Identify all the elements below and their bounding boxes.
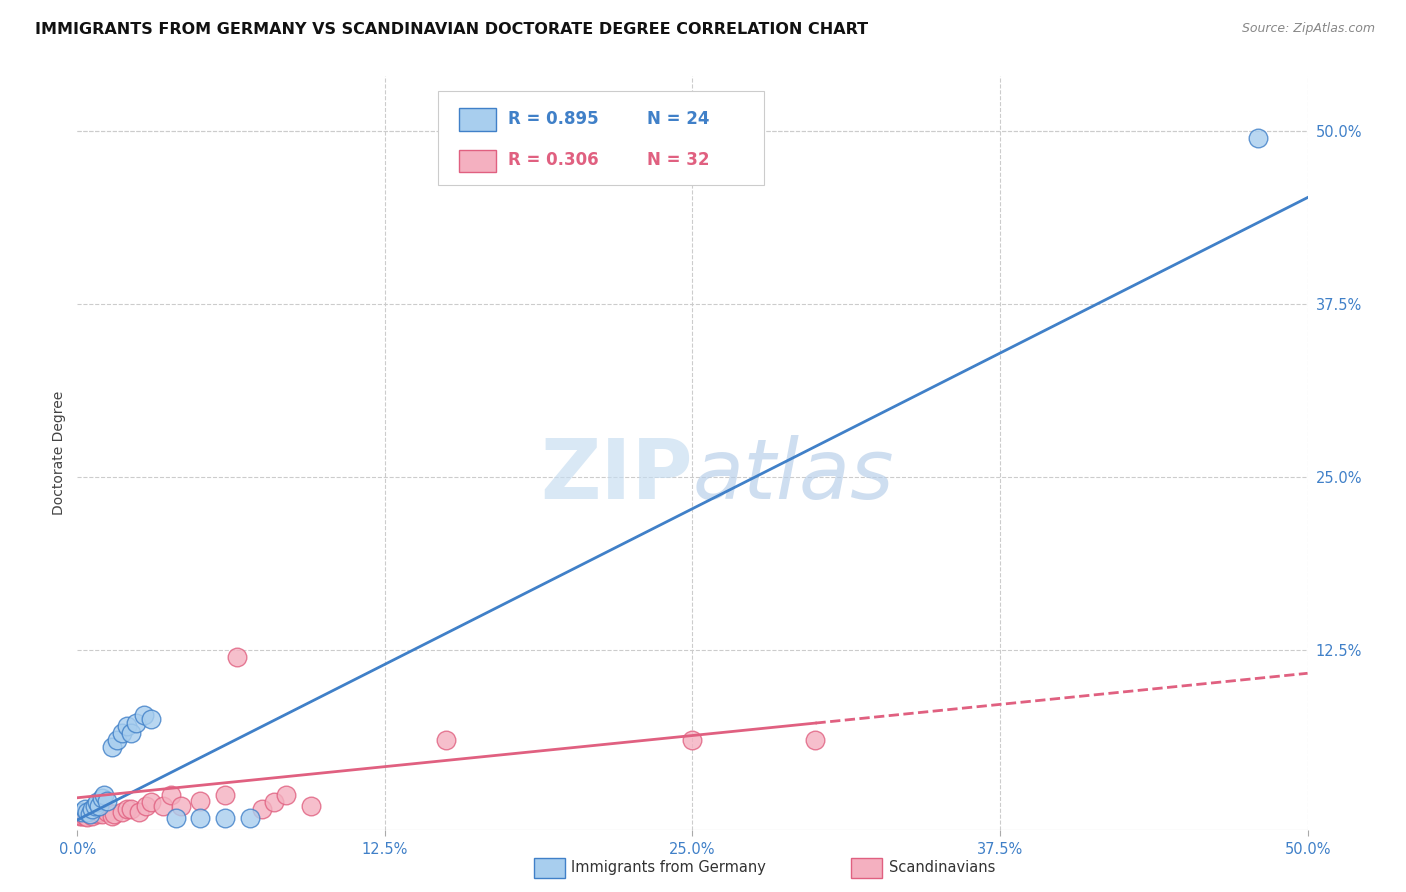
Point: [83, 805, 105, 819]
Point: [125, 716, 148, 731]
Text: IMMIGRANTS FROM GERMANY VS SCANDINAVIAN DOCTORATE DEGREE CORRELATION CHART: IMMIGRANTS FROM GERMANY VS SCANDINAVIAN …: [35, 22, 869, 37]
Point: [82, 802, 104, 816]
Point: [70, 808, 93, 822]
Text: Immigrants from Germany: Immigrants from Germany: [571, 860, 766, 874]
Point: [299, 799, 322, 814]
Point: [682, 732, 704, 747]
Text: R = 0.306: R = 0.306: [508, 152, 599, 169]
Point: [115, 802, 138, 816]
Point: [96, 793, 118, 807]
Point: [436, 732, 458, 747]
FancyBboxPatch shape: [458, 108, 496, 131]
Point: [1247, 131, 1270, 145]
Point: [79, 807, 101, 822]
Point: [214, 812, 236, 826]
FancyBboxPatch shape: [437, 91, 763, 186]
Text: N = 32: N = 32: [647, 152, 710, 169]
Point: [276, 788, 298, 802]
Point: [105, 732, 128, 747]
Point: [83, 799, 105, 814]
Point: [69, 808, 91, 822]
Point: [160, 788, 183, 802]
Point: [101, 739, 124, 754]
Text: N = 24: N = 24: [647, 110, 710, 128]
FancyBboxPatch shape: [458, 150, 496, 172]
Point: [165, 812, 187, 826]
Text: R = 0.895: R = 0.895: [508, 110, 599, 128]
Point: [93, 788, 115, 802]
Point: [82, 808, 104, 822]
Point: [73, 802, 96, 816]
Point: [115, 719, 138, 733]
Point: [89, 799, 111, 814]
Text: ZIP: ZIP: [540, 434, 693, 516]
Point: [188, 793, 212, 807]
Point: [152, 799, 174, 814]
Point: [132, 707, 155, 722]
Point: [70, 805, 93, 819]
Point: [263, 795, 285, 809]
Point: [121, 725, 143, 739]
Point: [128, 805, 150, 819]
Point: [141, 795, 163, 809]
Text: Scandinavians: Scandinavians: [889, 860, 995, 874]
Y-axis label: Doctorate Degree: Doctorate Degree: [52, 391, 66, 515]
Point: [141, 712, 163, 726]
Text: atlas: atlas: [693, 434, 894, 516]
Point: [188, 812, 212, 826]
Point: [103, 807, 125, 822]
Point: [89, 805, 111, 819]
Point: [86, 807, 108, 822]
Point: [250, 802, 273, 816]
Point: [239, 812, 262, 826]
Point: [86, 795, 108, 809]
Point: [170, 799, 193, 814]
Point: [121, 802, 143, 816]
Point: [90, 807, 114, 822]
Point: [76, 805, 98, 819]
Point: [226, 649, 249, 664]
Point: [73, 808, 96, 822]
Point: [135, 799, 157, 814]
Point: [111, 725, 132, 739]
Text: Source: ZipAtlas.com: Source: ZipAtlas.com: [1241, 22, 1375, 36]
Point: [90, 790, 114, 805]
Point: [804, 732, 827, 747]
Point: [111, 805, 132, 819]
Point: [79, 807, 101, 822]
Point: [214, 788, 236, 802]
Point: [96, 805, 118, 819]
Point: [101, 808, 124, 822]
Point: [76, 810, 98, 824]
